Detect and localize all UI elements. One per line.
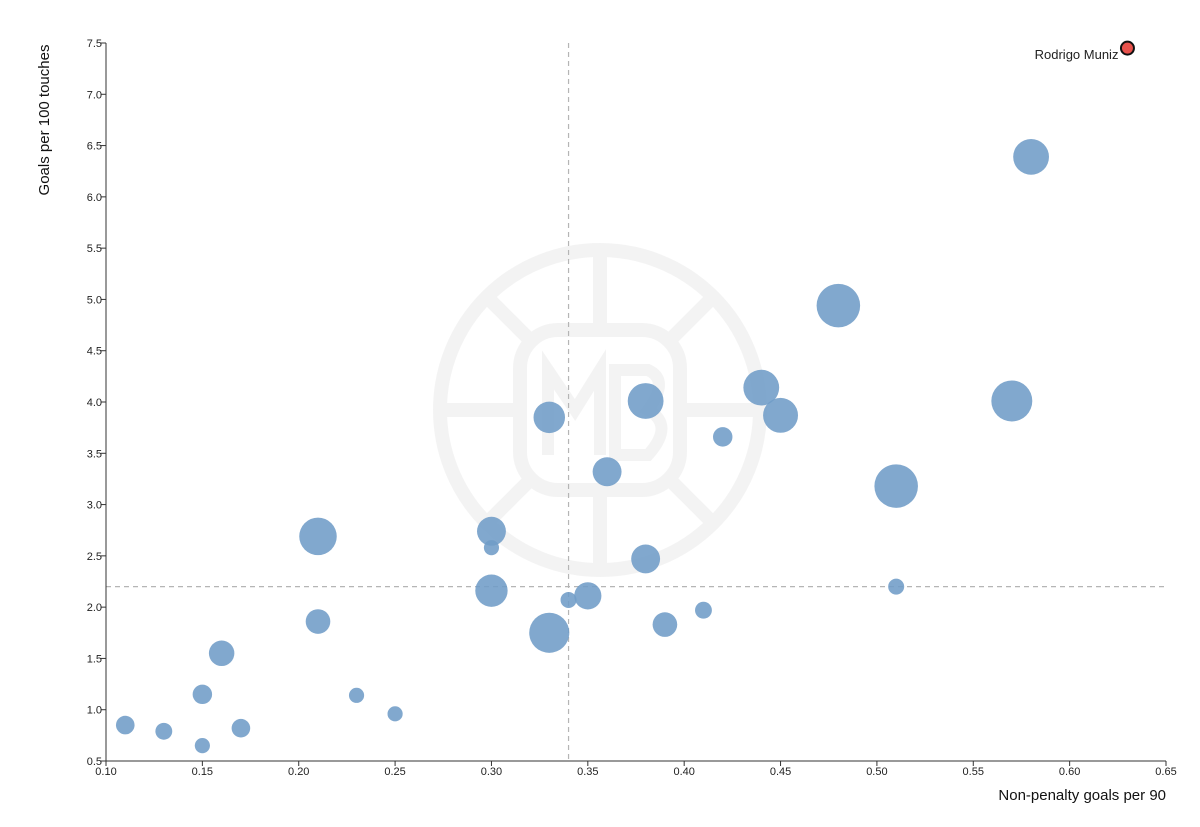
x-tick-label: 0.25: [384, 766, 405, 778]
highlight-point: [1119, 40, 1135, 56]
data-point: [991, 380, 1033, 422]
data-point: [476, 516, 506, 546]
data-point: [763, 397, 799, 433]
y-tick-label: 4.5: [87, 346, 102, 358]
y-tick-label: 3.5: [87, 448, 102, 460]
y-tick-label: 6.5: [87, 141, 102, 153]
x-axis-title: Non-penalty goals per 90: [998, 787, 1166, 804]
data-point: [652, 612, 678, 637]
data-point: [299, 517, 337, 556]
data-point: [816, 283, 861, 328]
y-tick-label: 7.0: [87, 89, 102, 101]
x-tick-label: 0.45: [770, 766, 791, 778]
y-tick-label: 5.5: [87, 243, 102, 255]
data-point: [387, 706, 403, 722]
data-point: [155, 722, 173, 740]
data-point: [874, 464, 918, 508]
y-tick-label: 1.0: [87, 705, 102, 717]
reference-lines: [106, 43, 1166, 761]
data-point: [560, 591, 577, 608]
data-point: [743, 369, 780, 406]
data-point: [305, 609, 331, 634]
data-point: [592, 457, 622, 487]
data-point: [631, 544, 661, 574]
x-tick-label: 0.35: [577, 766, 598, 778]
y-tick-label: 1.5: [87, 653, 102, 665]
x-tick-label: 0.15: [192, 766, 213, 778]
x-tick-label: 0.65: [1155, 766, 1176, 778]
highlight-point-group: Rodrigo Muniz: [1035, 40, 1135, 62]
y-tick-label: 7.5: [87, 38, 102, 50]
data-point: [574, 582, 602, 610]
data-points: [115, 138, 1049, 754]
y-tick-label: 6.0: [87, 192, 102, 204]
data-point: [348, 687, 365, 703]
x-tick-label: 0.30: [481, 766, 502, 778]
data-point: [529, 612, 570, 653]
data-point: [208, 640, 235, 667]
y-axis: 0.5 1.0 1.5 2.0 2.5 3.0 3.5 4.0 4.5 5.0 5.5 6.0 6.5 7…: [87, 38, 107, 768]
data-point: [627, 383, 664, 419]
y-tick-label: 4.0: [87, 397, 102, 409]
data-point: [115, 715, 135, 735]
y-tick-label: 2.5: [87, 551, 102, 563]
y-tick-label: 5.0: [87, 294, 102, 306]
data-point: [192, 684, 213, 705]
data-point: [483, 540, 500, 556]
x-tick-label: 0.20: [288, 766, 309, 778]
data-point: [533, 401, 566, 434]
y-tick-label: 3.0: [87, 500, 102, 512]
data-point: [475, 574, 508, 607]
x-tick-label: 0.40: [673, 766, 694, 778]
y-tick-label: 2.0: [87, 602, 102, 614]
data-point: [231, 718, 251, 738]
data-point: [695, 601, 712, 619]
data-point: [194, 738, 210, 754]
x-tick-label: 0.10: [95, 766, 116, 778]
data-point: [712, 427, 733, 447]
x-axis: 0.10 0.15 0.20 0.25 0.30 0.35 0.40 0.45 0.50 0.55…: [95, 760, 1177, 778]
highlight-label: Rodrigo Muniz: [1035, 47, 1119, 62]
x-tick-label: 0.50: [866, 766, 887, 778]
y-axis-title: Goals per 100 touches: [36, 45, 53, 196]
x-tick-label: 0.55: [963, 766, 984, 778]
y-tick-label: 0.5: [87, 756, 102, 768]
data-point: [888, 578, 905, 595]
data-point: [1013, 138, 1049, 175]
x-tick-label: 0.60: [1059, 766, 1080, 778]
watermark-logo: [433, 243, 767, 577]
